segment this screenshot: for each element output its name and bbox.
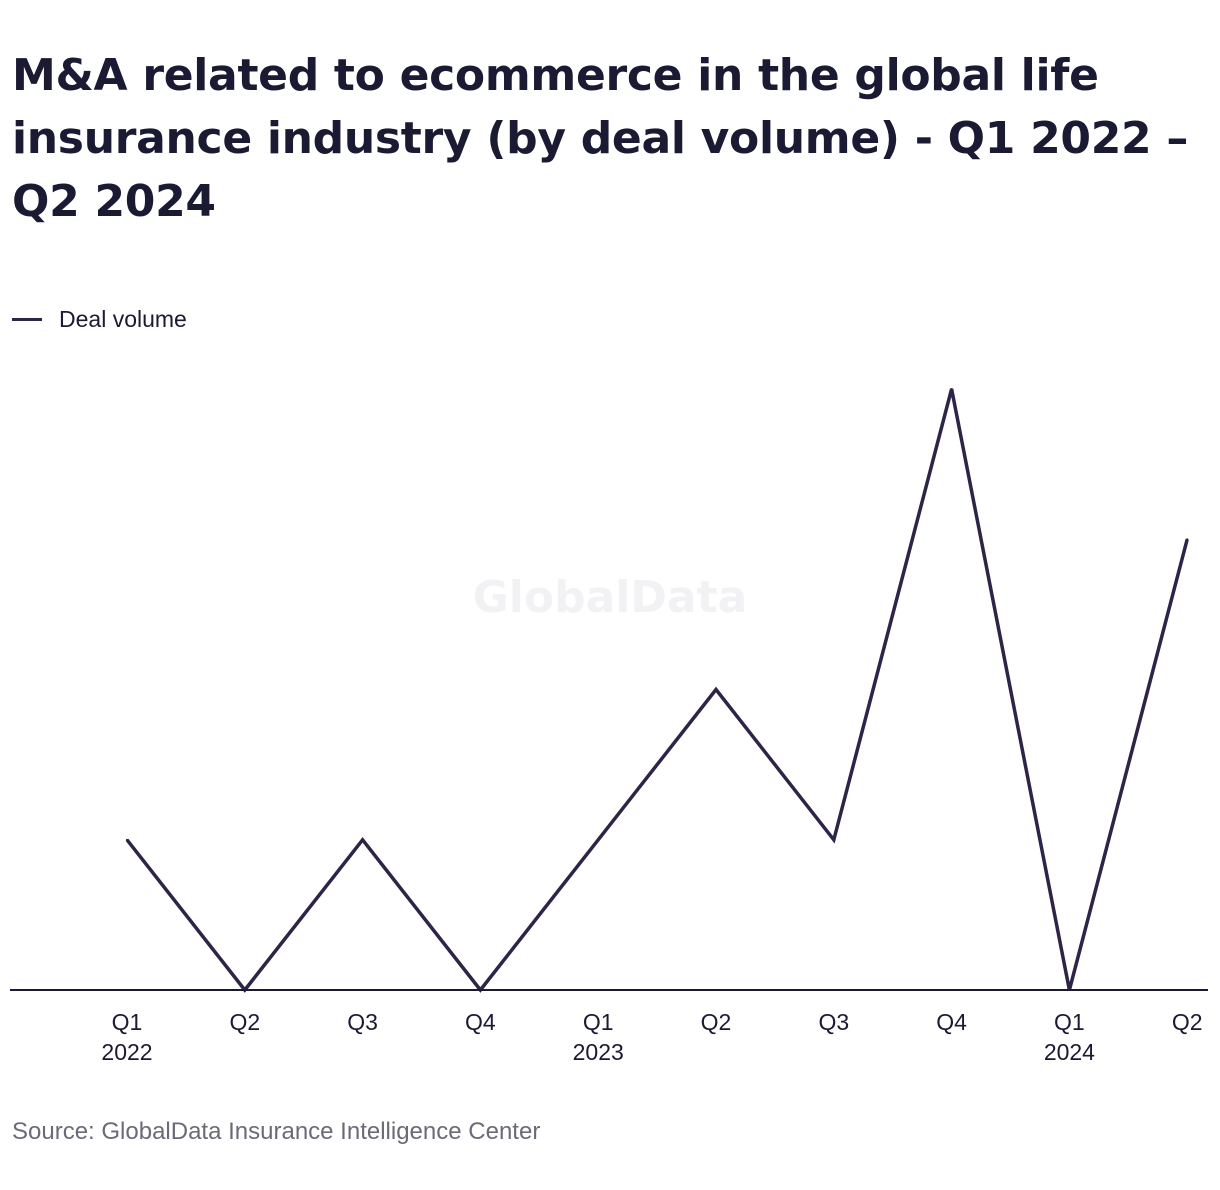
series-line-0 [125,388,1189,993]
x-tick-label: Q2 [701,1009,732,1035]
watermark-text: GlobalData [473,572,748,623]
x-tick-label: Q1 [583,1009,614,1035]
x-tick-year-label: 2022 [101,1039,152,1065]
x-tick-label: Q1 [1054,1009,1085,1035]
legend-label-deal-volume: Deal volume [59,306,187,332]
source-note: Source: GlobalData Insurance Intelligenc… [12,1118,541,1145]
x-tick-label: Q3 [347,1009,378,1035]
legend: Deal volume [12,306,187,333]
x-tick-label: Q2 [1172,1009,1203,1035]
chart-title: M&A related to ecommerce in the global l… [12,50,1189,227]
x-tick-label: Q4 [465,1009,496,1035]
legend-swatch-deal-volume [12,318,42,321]
x-tick-label: Q1 [112,1009,143,1035]
x-tick-year-label: 2023 [573,1039,624,1065]
data-point [597,838,600,841]
x-tick-label: Q3 [818,1009,849,1035]
data-point [126,838,128,841]
data-point [1186,538,1189,541]
x-tick-year-label: 2024 [1044,1039,1095,1065]
data-point [950,388,953,390]
data-point [715,688,717,691]
data-point [832,838,835,841]
x-tick-label: Q4 [936,1009,967,1035]
data-point [361,838,364,841]
line-chart: GlobalData Q1 2022 Q2 Q3 Q4 Q1 2023 Q2 Q3 Q4 Q1 202… [10,388,1208,1065]
x-tick-label: Q2 [229,1009,260,1035]
